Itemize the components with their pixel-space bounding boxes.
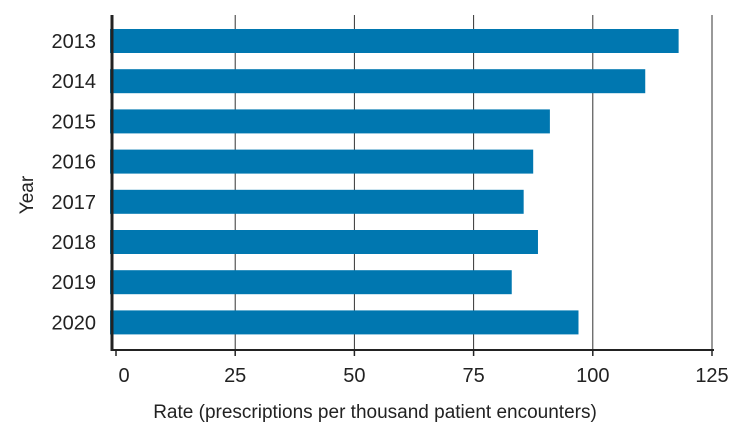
bars — [110, 29, 679, 335]
y-tick-label-2016: 2016 — [52, 152, 97, 174]
axes — [110, 15, 714, 351]
bar-2019 — [110, 270, 512, 295]
x-tick-label-0: 0 — [118, 365, 129, 387]
bar-2015 — [110, 109, 550, 134]
bar-2018 — [110, 230, 538, 254]
x-tick-label-75: 75 — [462, 365, 484, 387]
y-tick-label-2015: 2015 — [52, 111, 97, 133]
x-axis-title: Rate (prescriptions per thousand patient… — [153, 402, 597, 423]
y-axis-title: Year — [17, 175, 38, 214]
x-tick-labels: 0 25 50 75 100 125 — [115, 350, 729, 387]
x-tick-label-50: 50 — [343, 365, 365, 387]
gridlines — [234, 15, 713, 350]
y-tick-label-2019: 2019 — [52, 272, 97, 294]
x-tick-label-125: 125 — [695, 365, 728, 387]
bar-2020 — [110, 310, 579, 335]
y-tick-label-2014: 2014 — [52, 71, 97, 93]
y-tick-labels: 2013 2014 2015 2016 2017 2018 2019 2020 — [52, 31, 97, 334]
x-tick-label-25: 25 — [224, 365, 246, 387]
y-tick-label-2020: 2020 — [52, 312, 97, 334]
bar-2013 — [110, 29, 679, 53]
y-tick-label-2017: 2017 — [52, 192, 97, 214]
bar-2014 — [110, 69, 646, 94]
bar-2016 — [110, 149, 534, 174]
y-tick-label-2013: 2013 — [52, 31, 97, 53]
y-tick-label-2018: 2018 — [52, 232, 97, 254]
x-tick-label-100: 100 — [576, 365, 609, 387]
bar-2017 — [110, 189, 524, 214]
